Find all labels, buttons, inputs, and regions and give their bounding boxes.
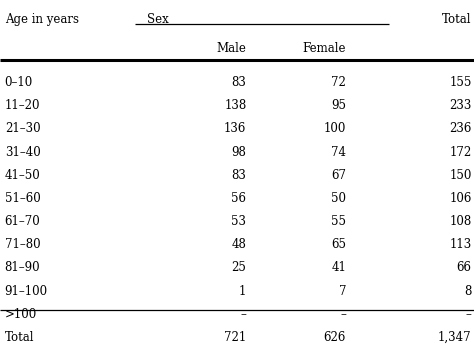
Text: 83: 83 xyxy=(232,76,246,89)
Text: 81–90: 81–90 xyxy=(5,261,40,274)
Text: 136: 136 xyxy=(224,122,246,135)
Text: Male: Male xyxy=(217,42,246,55)
Text: 11–20: 11–20 xyxy=(5,99,40,112)
Text: 65: 65 xyxy=(331,238,346,251)
Text: 53: 53 xyxy=(231,215,246,228)
Text: 67: 67 xyxy=(331,169,346,182)
Text: 72: 72 xyxy=(331,76,346,89)
Text: 236: 236 xyxy=(449,122,472,135)
Text: 155: 155 xyxy=(449,76,472,89)
Text: 721: 721 xyxy=(224,331,246,344)
Text: 51–60: 51–60 xyxy=(5,192,40,205)
Text: 41–50: 41–50 xyxy=(5,169,40,182)
Text: –: – xyxy=(340,308,346,321)
Text: 56: 56 xyxy=(231,192,246,205)
Text: 41: 41 xyxy=(331,261,346,274)
Text: 95: 95 xyxy=(331,99,346,112)
Text: 1,347: 1,347 xyxy=(438,331,472,344)
Text: 74: 74 xyxy=(331,146,346,159)
Text: 100: 100 xyxy=(324,122,346,135)
Text: >100: >100 xyxy=(5,308,37,321)
Text: 138: 138 xyxy=(224,99,246,112)
Text: 98: 98 xyxy=(232,146,246,159)
Text: 172: 172 xyxy=(449,146,472,159)
Text: 233: 233 xyxy=(449,99,472,112)
Text: 83: 83 xyxy=(232,169,246,182)
Text: 8: 8 xyxy=(464,285,472,298)
Text: Female: Female xyxy=(302,42,346,55)
Text: Total: Total xyxy=(442,13,472,26)
Text: 0–10: 0–10 xyxy=(5,76,33,89)
Text: 31–40: 31–40 xyxy=(5,146,40,159)
Text: 50: 50 xyxy=(331,192,346,205)
Text: 91–100: 91–100 xyxy=(5,285,48,298)
Text: 108: 108 xyxy=(449,215,472,228)
Text: 61–70: 61–70 xyxy=(5,215,40,228)
Text: 113: 113 xyxy=(449,238,472,251)
Text: –: – xyxy=(241,308,246,321)
Text: 106: 106 xyxy=(449,192,472,205)
Text: –: – xyxy=(466,308,472,321)
Text: 71–80: 71–80 xyxy=(5,238,40,251)
Text: 1: 1 xyxy=(239,285,246,298)
Text: 7: 7 xyxy=(338,285,346,298)
Text: 48: 48 xyxy=(232,238,246,251)
Text: 21–30: 21–30 xyxy=(5,122,40,135)
Text: 150: 150 xyxy=(449,169,472,182)
Text: 25: 25 xyxy=(232,261,246,274)
Text: Age in years: Age in years xyxy=(5,13,79,26)
Text: 55: 55 xyxy=(331,215,346,228)
Text: Total: Total xyxy=(5,331,34,344)
Text: 66: 66 xyxy=(456,261,472,274)
Text: 626: 626 xyxy=(324,331,346,344)
Text: Sex: Sex xyxy=(147,13,169,26)
